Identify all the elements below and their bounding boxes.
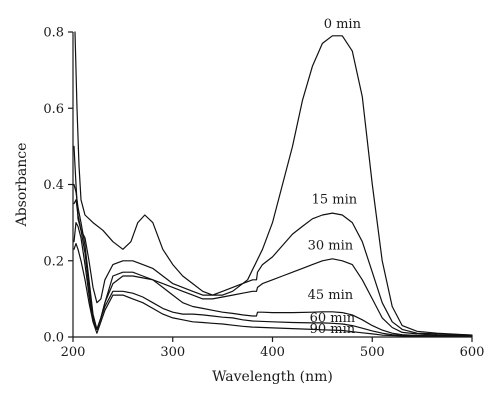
series-line-60-min xyxy=(73,222,473,337)
series-label: 15 min xyxy=(312,193,358,208)
x-tick-label: 600 xyxy=(460,345,485,360)
series-layer xyxy=(73,31,473,338)
y-tick-label: 0.4 xyxy=(43,178,64,193)
y-tick-label: 0.2 xyxy=(43,254,64,269)
ticks-layer: 200 300 400 500 600 0.0 0.2 0.4 0.6 0.8 xyxy=(43,26,484,361)
y-tick-label: 0.6 xyxy=(43,102,64,117)
series-label: 90 min xyxy=(310,322,356,337)
x-tick-label: 200 xyxy=(61,345,86,360)
y-tick-label: 0.0 xyxy=(43,331,64,346)
series-label: 0 min xyxy=(324,17,362,32)
y-tick-label: 0.8 xyxy=(43,26,64,41)
series-line-90-min xyxy=(73,243,473,338)
axes-layer xyxy=(72,32,472,338)
series-label: 60 min xyxy=(310,311,356,326)
series-label: 30 min xyxy=(308,238,354,253)
x-tick-label: 300 xyxy=(160,345,185,360)
x-axis-title: Wavelength (nm) xyxy=(212,369,333,385)
series-label: 45 min xyxy=(308,288,354,303)
x-tick-label: 400 xyxy=(260,345,285,360)
x-tick-label: 500 xyxy=(360,345,385,360)
y-axis-title: Absorbance xyxy=(14,143,30,228)
series-line-0-min xyxy=(74,31,473,336)
series-line-15-min xyxy=(73,145,473,336)
